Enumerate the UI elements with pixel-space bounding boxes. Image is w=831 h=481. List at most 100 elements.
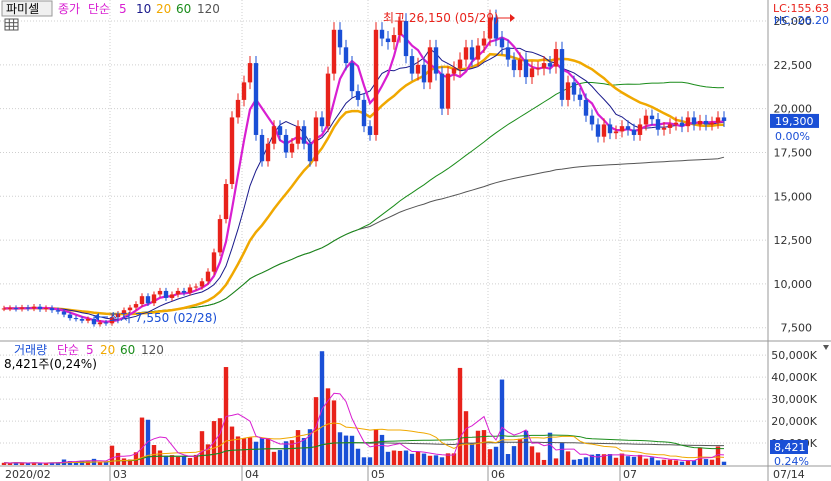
- volume-bar: [199, 431, 205, 465]
- candle-body: [307, 143, 313, 162]
- volume-bar: [367, 457, 373, 465]
- candle-body: [127, 307, 133, 311]
- candle-body: [361, 99, 367, 127]
- candle-body: [163, 290, 169, 298]
- volume-bar: [187, 457, 193, 465]
- candle-body: [487, 17, 493, 39]
- candle-body: [277, 126, 283, 135]
- candle-body: [571, 82, 577, 95]
- hc-value: HC:-26.20: [774, 14, 829, 27]
- collapse-arrow-icon[interactable]: [823, 345, 829, 350]
- candle-body: [223, 184, 229, 220]
- volume-bar: [379, 434, 385, 465]
- volume-bar: [73, 461, 79, 465]
- date-tick-label: 03: [113, 468, 127, 481]
- candle-body: [397, 21, 403, 36]
- volume-bar: [529, 446, 535, 465]
- candle-body: [601, 124, 607, 137]
- candle-body: [445, 73, 451, 109]
- low-annotation: 최저 7,550 (02/28): [109, 311, 217, 325]
- price-tick-labels: 7,500 10,000 12,500 15,000 17,500 20,000 22,50…: [774, 15, 813, 335]
- price-gridlines: [0, 20, 768, 329]
- candle-body: [379, 29, 385, 39]
- candle-body: [79, 318, 85, 321]
- volume-bar: [163, 455, 169, 465]
- volume-ma5-line: [3, 392, 725, 464]
- candle-body: [205, 271, 211, 282]
- grid-icon[interactable]: [4, 18, 19, 31]
- volume-bar: [565, 451, 571, 465]
- volume-bar: [691, 460, 697, 465]
- volume-bar: [403, 450, 409, 465]
- volume-bar: [439, 457, 445, 465]
- stock-name: 파미셀: [6, 2, 39, 16]
- price-tick-label: 7,500: [781, 322, 813, 335]
- volume-tick-label: 20,000K: [771, 415, 817, 428]
- volume-bar: [595, 454, 601, 465]
- candle-body: [331, 29, 337, 74]
- candle-body: [505, 47, 511, 60]
- candle-body: [241, 82, 247, 100]
- volume-ma-period-20: 20: [100, 343, 115, 357]
- volume-bar: [571, 459, 577, 465]
- volume-bar: [355, 448, 361, 465]
- volume-bar: [577, 459, 583, 465]
- candle-body: [619, 126, 625, 132]
- candle-body: [31, 306, 37, 309]
- candle-body: [139, 296, 145, 305]
- volume-bar: [493, 446, 499, 465]
- volume-bar: [463, 411, 469, 465]
- candle-body: [493, 17, 499, 39]
- candle-body: [289, 143, 295, 153]
- candle-body: [181, 290, 187, 293]
- volume-bar: [649, 457, 655, 465]
- volume-bar: [337, 432, 343, 465]
- price-ma-period-5: 5: [119, 2, 127, 16]
- volume-bar: [469, 443, 475, 465]
- candle-body: [295, 126, 301, 144]
- lc-value: LC:155.63: [773, 2, 829, 15]
- volume-bar: [667, 459, 673, 465]
- candle-body: [433, 47, 439, 74]
- candle-body: [607, 124, 613, 134]
- volume-bar: [79, 460, 85, 465]
- volume-bar: [685, 461, 691, 465]
- candle-body: [679, 122, 685, 127]
- candle-body: [325, 73, 331, 127]
- candle-body: [673, 122, 679, 125]
- volume-bar: [505, 454, 511, 465]
- candle-body: [271, 126, 277, 144]
- volume-bar: [445, 453, 451, 465]
- date-tick-label: 07/14: [773, 468, 805, 481]
- candle-body: [109, 317, 115, 324]
- volume-bar: [49, 462, 55, 465]
- volume-bar: [19, 463, 25, 465]
- candle-body: [637, 124, 643, 135]
- last-volume-change: 0.24%: [774, 455, 809, 468]
- volume-bar: [559, 443, 565, 465]
- volume-bar: [451, 453, 457, 465]
- candle-body: [37, 306, 43, 310]
- candle-body: [529, 68, 535, 78]
- volume-bar: [373, 429, 379, 465]
- last-price-value: 19,300: [775, 115, 814, 128]
- volume-bar: [547, 432, 553, 465]
- candle-body: [631, 129, 637, 135]
- candle-body: [121, 310, 127, 314]
- volume-bar: [217, 418, 223, 465]
- candle-body: [337, 29, 343, 48]
- volume-moving-averages: [3, 392, 725, 464]
- candle-body: [373, 29, 379, 135]
- candle-body: [451, 68, 457, 74]
- price-tick-label: 17,500: [774, 146, 813, 159]
- candle-body: [409, 56, 415, 74]
- volume-bar: [301, 437, 307, 465]
- candle-body: [13, 308, 19, 310]
- candle-body: [403, 21, 409, 57]
- vertical-gridlines: [109, 0, 621, 481]
- volume-bar: [229, 426, 235, 465]
- candle-body: [511, 59, 517, 71]
- volume-bar: [109, 445, 115, 465]
- stock-name-box[interactable]: [1, 0, 53, 17]
